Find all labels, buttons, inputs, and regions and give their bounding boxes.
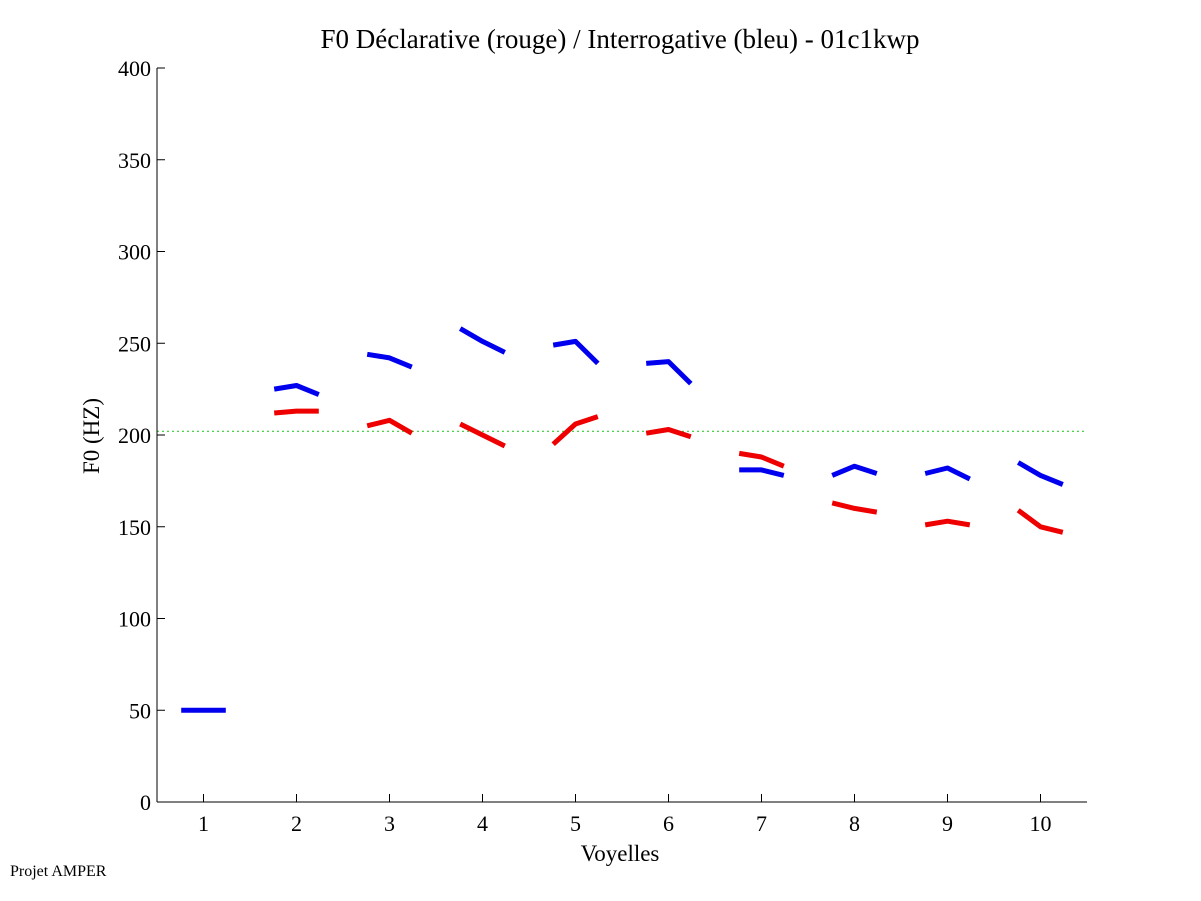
y-tick-label: 0: [140, 790, 151, 815]
declarative-segment-vowel-6: [645, 427, 692, 440]
interrogative-segment-vowel-6: [645, 359, 693, 386]
declarative-segment-vowel-3: [366, 417, 414, 436]
interrogative-segment-vowel-5: [552, 338, 600, 366]
x-tick-label: 8: [849, 811, 860, 836]
y-tick-label: 400: [118, 56, 151, 81]
y-tick-label: 300: [118, 240, 151, 265]
declarative-segment-vowel-5: [551, 414, 599, 447]
interrogative-segment-vowel-10: [1016, 460, 1064, 487]
x-tick-label: 4: [477, 811, 488, 836]
x-tick-label: 7: [756, 811, 767, 836]
x-axis-label: Voyelles: [581, 841, 660, 866]
x-tick-label: 10: [1030, 811, 1052, 836]
interrogative-segment-vowel-4: [458, 326, 506, 355]
declarative-segment-vowel-4: [459, 421, 506, 449]
interrogative-segment-vowel-7: [739, 467, 785, 478]
interrogative-segment-vowel-3: [366, 351, 413, 370]
interrogative-segment-vowel-9: [924, 465, 971, 482]
declarative-segment-vowel-8: [831, 500, 878, 515]
declarative-segment-vowel-9: [924, 518, 971, 528]
x-tick-label: 9: [942, 811, 953, 836]
y-axis-label: F0 (HZ): [79, 398, 104, 474]
x-tick-label: 5: [570, 811, 581, 836]
y-tick-label: 350: [118, 148, 151, 173]
y-tick-label: 200: [118, 423, 151, 448]
x-tick-label: 1: [198, 811, 209, 836]
axes: 0 50 100 150 200 250 300 350 400 1 2 3 4 5 6 7 8 9 10: [118, 56, 1087, 836]
chart-title: F0 Déclarative (rouge) / Interrogative (…: [320, 24, 919, 54]
y-tick-label: 100: [118, 607, 151, 632]
interrogative-segment-vowel-8: [831, 463, 878, 478]
footer-label: Projet AMPER: [10, 863, 107, 880]
declarative-segment-vowel-7: [738, 450, 785, 469]
x-tick-label: 3: [384, 811, 395, 836]
y-tick-label: 150: [118, 515, 151, 540]
y-tick-label: 50: [129, 698, 151, 723]
interrogative-segment-vowel-2: [273, 383, 320, 397]
x-tick-label: 6: [663, 811, 674, 836]
x-tick-label: 2: [291, 811, 302, 836]
y-tick-label: 250: [118, 331, 151, 356]
data-series: [181, 326, 1064, 713]
declarative-segment-vowel-10: [1016, 508, 1064, 535]
declarative-segment-vowel-2: [273, 408, 319, 416]
